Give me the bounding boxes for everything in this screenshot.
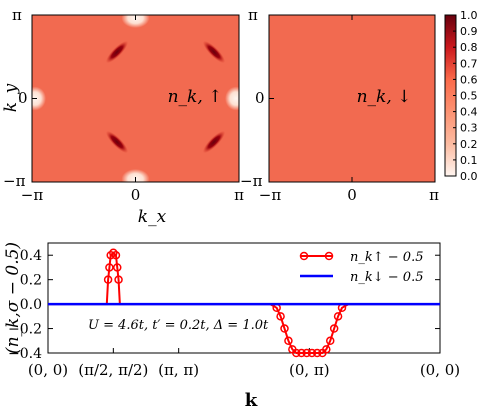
- heatmap-up-spot-right: [225, 86, 239, 111]
- series-point-up: [114, 275, 123, 284]
- heatmap-up-ytick-bottom: −π: [3, 172, 26, 190]
- colorbar-ticks: 1.0 0.9 0.8 0.7 0.6 0.5 0.4 0.3 0.2 0.1 0.0: [453, 9, 478, 183]
- colorbar-tick-label: 0.3: [460, 122, 478, 135]
- legend-marker-up-1: [299, 251, 309, 261]
- series-point-up: [109, 248, 118, 258]
- heatmap-up-arc-bottom-left: [105, 130, 129, 154]
- colorbar-tick-label: 0.6: [460, 73, 478, 86]
- series-point-up: [325, 336, 335, 346]
- line-plot-xticks: (0, 0) (π/2, π/2) (π, π) (0, π) (0, 0): [28, 348, 460, 379]
- ytick-label: 0.0: [20, 297, 42, 313]
- line-plot-annotation: U = 4.6t, t′ = 0.2t, Δ = 1.0t: [88, 318, 269, 333]
- heatmap-up-xlabel: k_x: [138, 207, 167, 227]
- colorbar: 1.0 0.9 0.8 0.7 0.6 0.5 0.4 0.3 0.2 0.1 0.0: [444, 9, 478, 183]
- series-point-up: [307, 348, 317, 358]
- series-point-up: [302, 348, 311, 358]
- heatmap-down-xtick-mid: 0: [347, 186, 357, 204]
- heatmap-up-arc-top-right: [202, 40, 226, 64]
- heatmap-up: n_k, ↑ π 0 −π −π 0 π k_x k_y: [1, 6, 244, 227]
- xtick-label: (0, 0): [420, 361, 460, 379]
- heatmap-up-spot-top: [121, 15, 150, 28]
- colorbar-tick-label: 0.4: [460, 106, 478, 119]
- heatmap-up-arc-top-left: [105, 40, 129, 64]
- ytick-label: −0.2: [8, 322, 42, 338]
- ytick-label: −0.4: [8, 346, 42, 362]
- legend-label-down: n_k↓ − 0.5: [350, 270, 423, 285]
- heatmap-up-ylabel: k_y: [1, 83, 21, 112]
- heatmap-up-ytick-mid: 0: [18, 89, 28, 107]
- heatmap-down: n_k, ↓ π 0 −π −π 0 π: [240, 6, 439, 204]
- series-point-up: [103, 275, 113, 284]
- series-point-up: [322, 345, 331, 354]
- line-plot-yticks: 0.4 0.2 0.0 −0.2 −0.4: [8, 248, 440, 362]
- heatmap-down-xtick-right: π: [429, 186, 439, 204]
- heatmap-down-ytick-top: π: [248, 6, 258, 24]
- heatmap-down-ytick-mid: 0: [255, 89, 265, 107]
- series-point-up: [284, 336, 293, 346]
- ytick-label: 0.4: [20, 248, 42, 264]
- series-point-up: [292, 348, 301, 358]
- xtick-label: (π/2, π/2): [78, 361, 148, 379]
- series-point-up: [111, 250, 121, 260]
- series-point-up: [106, 250, 115, 260]
- heatmap-up-spot-left: [32, 86, 46, 111]
- colorbar-tick-label: 0.2: [460, 138, 478, 151]
- series-point-up: [329, 324, 339, 333]
- heatmap-up-xtick-left: −π: [21, 186, 44, 204]
- colorbar-tick-label: 0.8: [460, 41, 478, 54]
- colorbar-tick-label: 0.0: [460, 170, 478, 183]
- colorbar-tick-label: 0.7: [460, 57, 478, 70]
- series-point-up: [333, 312, 343, 321]
- heatmap-up-arc-bottom-right: [202, 130, 226, 154]
- legend-marker-up-2: [324, 251, 334, 261]
- xtick-label: (0, π): [289, 361, 330, 379]
- line-plot-series: [48, 248, 440, 358]
- heatmap-up-ytick-top: π: [12, 6, 22, 24]
- colorbar-tick-label: 0.1: [460, 154, 478, 167]
- colorbar-tick-label: 1.0: [460, 9, 478, 22]
- series-point-up: [297, 348, 306, 358]
- legend-label-up: n_k↑ − 0.5: [350, 250, 423, 265]
- heatmap-up-xtick-right: π: [234, 186, 244, 204]
- heatmap-up-xtick-mid: 0: [131, 186, 141, 204]
- series-point-up: [105, 263, 114, 272]
- colorbar-tick-label: 0.5: [460, 90, 478, 103]
- line-plot-frame: [47, 242, 441, 354]
- line-plot: 0.4 0.2 0.0 −0.2 −0.4 (0, 0) (π/2, π/2) (π, π)…: [3, 242, 460, 411]
- line-plot-legend: n_k↑ − 0.5 n_k↓ − 0.5: [299, 250, 423, 285]
- xtick-label: (0, 0): [28, 361, 68, 379]
- heatmap-down-label: n_k, ↓: [357, 87, 412, 107]
- heatmap-down-ytick-bottom: −π: [240, 172, 263, 190]
- series-point-up: [276, 312, 285, 321]
- series-point-up: [280, 324, 289, 333]
- xtick-label: (π, π): [158, 361, 199, 379]
- line-plot-ylabel: (n_k,σ − 0.5): [3, 242, 23, 354]
- series-point-up: [312, 348, 322, 358]
- line-plot-xlabel: k: [245, 390, 258, 411]
- colorbar-tick-label: 0.9: [460, 25, 478, 38]
- heatmap-up-label: n_k, ↑: [168, 87, 223, 107]
- heatmap-up-spot-bottom: [121, 169, 150, 182]
- ytick-label: 0.2: [20, 273, 42, 289]
- heatmap-down-background: [268, 14, 436, 183]
- series-point-up: [113, 263, 122, 272]
- heatmap-down-xtick-left: −π: [259, 186, 282, 204]
